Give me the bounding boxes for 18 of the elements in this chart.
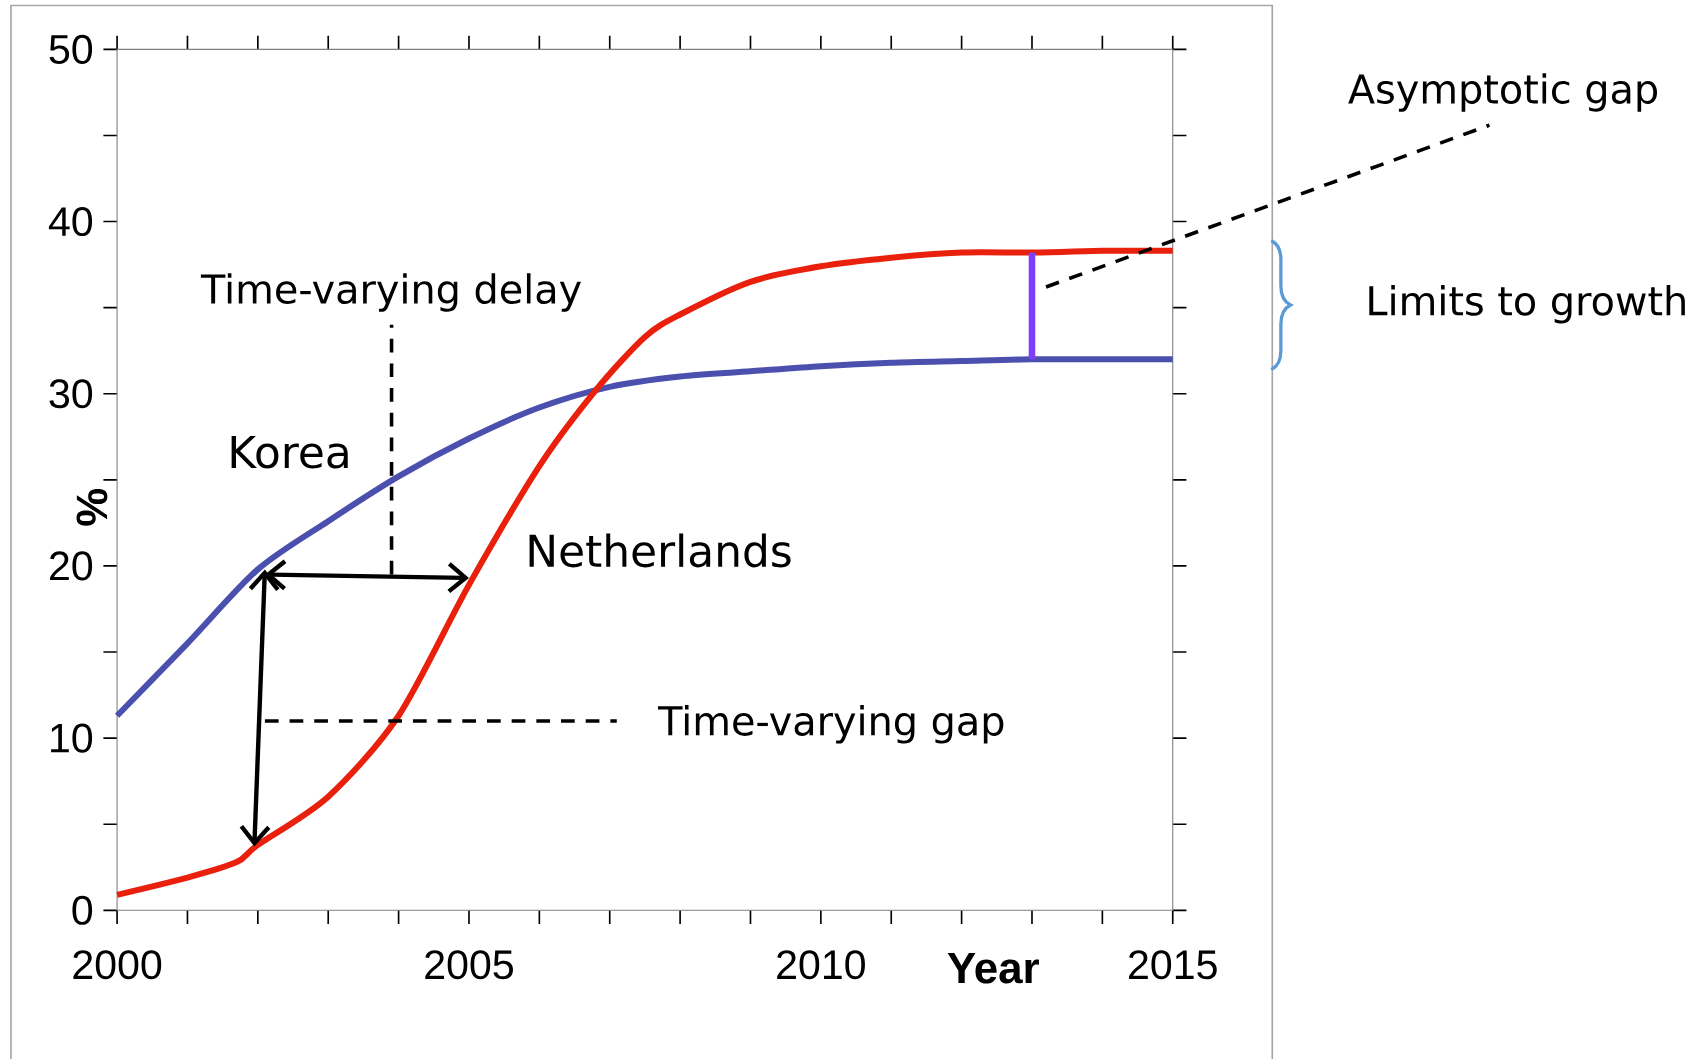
x-axis-title: Year — [947, 952, 1039, 984]
y-tick-label: 40 — [48, 207, 93, 237]
y-axis-title: % — [76, 488, 108, 526]
text: Limits to growth — [1369, 284, 1685, 324]
annotation: Time-varying delay — [200, 273, 581, 312]
series-label: Korea — [231, 436, 348, 469]
y-tick-label: 30 — [49, 379, 93, 409]
x-tick-label: 2015 — [1129, 950, 1217, 980]
y-tick-label: 50 — [49, 34, 93, 64]
annotation: Time-varying gap — [657, 705, 1004, 744]
series-label: Netherlands — [529, 533, 791, 568]
y-tick-label: 10 — [51, 723, 93, 753]
x-tick-label: 2000 — [73, 950, 162, 980]
y-tick-label: 0 — [72, 895, 93, 925]
text: Asymptotic gap — [1348, 73, 1658, 112]
x-tick-label: 2010 — [777, 950, 865, 980]
x-tick-label: 2005 — [425, 950, 513, 980]
y-tick-label: 20 — [50, 551, 93, 581]
